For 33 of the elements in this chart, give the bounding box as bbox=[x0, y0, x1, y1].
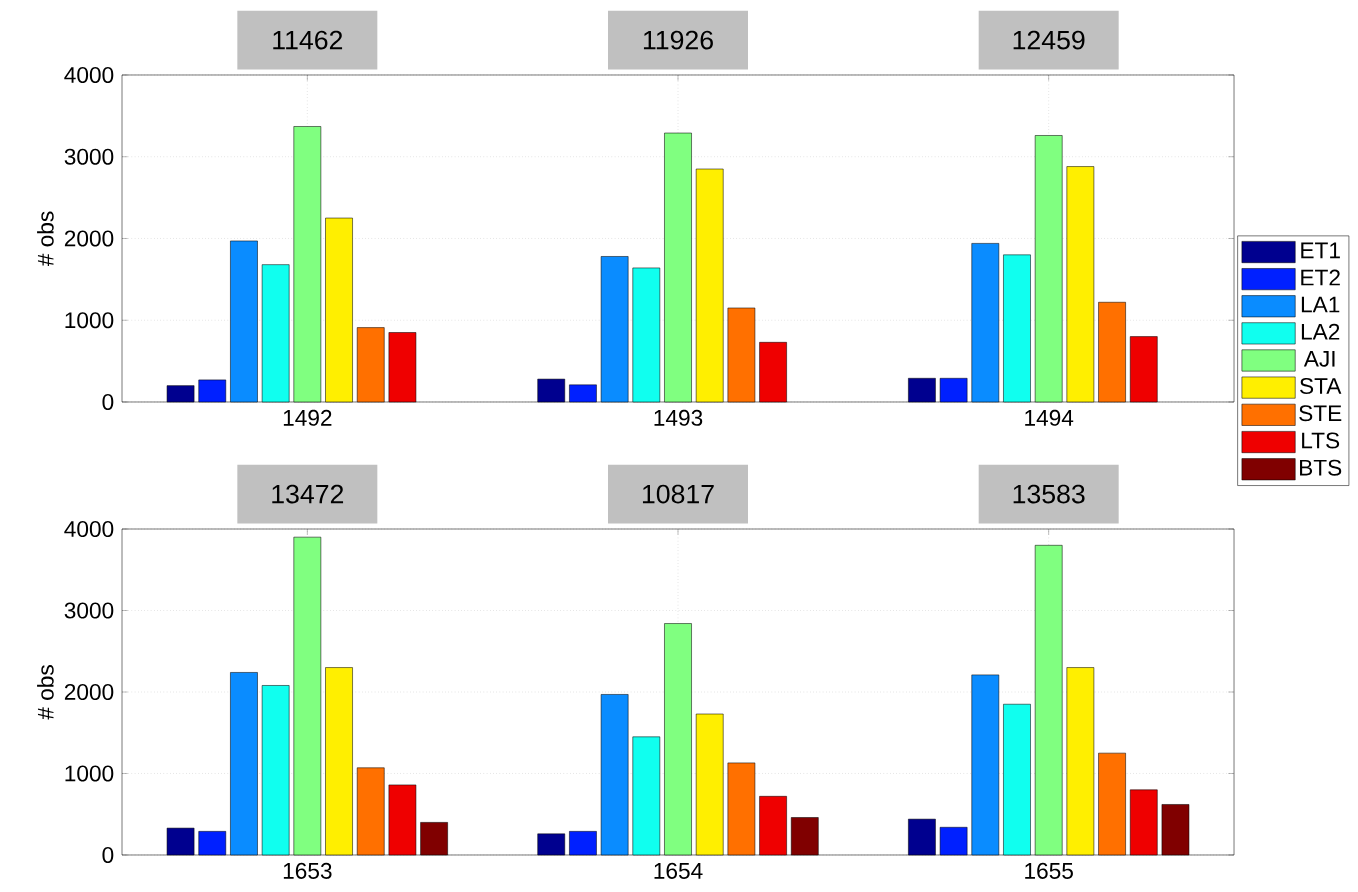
legend-label: LA1 bbox=[1301, 296, 1340, 313]
text: 10817 bbox=[642, 484, 714, 504]
text: 11462 bbox=[273, 30, 343, 50]
y-axis-title: # obs bbox=[37, 665, 54, 720]
y-tick-label: 1000 bbox=[65, 312, 114, 329]
y-tick-label: 1000 bbox=[65, 765, 114, 782]
x-tick-label: 1653 bbox=[283, 862, 332, 879]
text: 13583 bbox=[1013, 484, 1085, 504]
y-tick-label: 0 bbox=[102, 393, 114, 411]
x-tick-label: 1492 bbox=[283, 409, 332, 426]
legend-label: LTS bbox=[1302, 432, 1340, 449]
y-tick-label: 3000 bbox=[64, 148, 114, 165]
x-tick-label: 1493 bbox=[654, 409, 703, 426]
text: 11926 bbox=[643, 30, 713, 50]
y-tick-label: 3000 bbox=[64, 602, 114, 619]
y-tick-label: 2000 bbox=[64, 683, 114, 701]
legend-label: LA2 bbox=[1301, 323, 1340, 340]
legend-label: STE bbox=[1299, 405, 1342, 422]
legend-label: ET2 bbox=[1301, 269, 1340, 286]
x-tick-label: 1494 bbox=[1025, 409, 1074, 426]
y-axis-title: # obs bbox=[37, 211, 54, 267]
legend-label: BTS bbox=[1300, 459, 1342, 476]
y-tick-label: 4000 bbox=[64, 66, 114, 84]
legend-label: STA bbox=[1300, 377, 1342, 395]
text: 12459 bbox=[1013, 30, 1085, 50]
x-tick-label: 1654 bbox=[654, 862, 703, 879]
x-tick-label: 1655 bbox=[1025, 862, 1073, 879]
legend-label: AJI bbox=[1303, 350, 1335, 367]
text: 13472 bbox=[272, 484, 344, 504]
y-tick-label: 2000 bbox=[64, 230, 114, 247]
legend-label: ET1 bbox=[1301, 242, 1340, 259]
y-tick-label: 0 bbox=[102, 846, 114, 864]
y-tick-label: 4000 bbox=[64, 520, 114, 538]
